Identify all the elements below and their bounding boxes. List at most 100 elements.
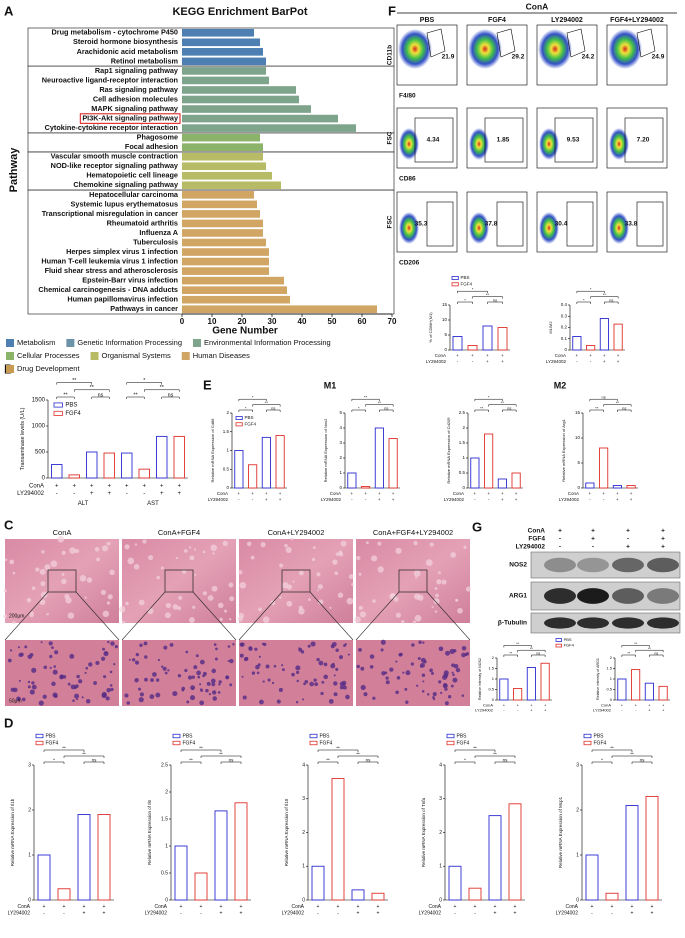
- nucleus: [389, 667, 394, 672]
- nucleus: [126, 701, 131, 705]
- flow-density: [539, 212, 559, 244]
- significance-label: **: [616, 400, 620, 405]
- nucleus: [291, 672, 295, 677]
- nucleus: [213, 643, 217, 647]
- nucleus: [107, 640, 110, 644]
- tissue-texture: [164, 612, 171, 619]
- condition-name: LY294002: [516, 544, 546, 551]
- condition-value: +: [474, 491, 477, 496]
- category-label: Chemical carcinogenesis - DNA adducts: [38, 285, 178, 294]
- condition-name: LY294002: [546, 359, 567, 364]
- condition-value: +: [471, 353, 474, 358]
- legend-swatch: [172, 740, 181, 746]
- nucleus: [31, 681, 35, 685]
- tissue-texture: [286, 600, 293, 607]
- significance-label: **: [610, 745, 614, 750]
- flow-density: [399, 128, 419, 160]
- nucleus: [432, 696, 435, 699]
- gate: [484, 117, 524, 163]
- tissue-texture: [61, 578, 67, 585]
- category-label: Phagosome: [137, 133, 178, 142]
- bar: [261, 436, 271, 489]
- zoom-line: [75, 591, 120, 641]
- tissue-texture: [202, 550, 206, 554]
- bar: [572, 336, 582, 351]
- tissue-texture: [119, 606, 126, 613]
- significance-label: **: [595, 405, 599, 410]
- nucleus: [152, 672, 157, 677]
- tissue-texture: [434, 587, 438, 591]
- bar: [182, 114, 338, 123]
- significance-bracket: [238, 398, 267, 402]
- significance-label: **: [219, 751, 223, 756]
- nucleus: [461, 694, 465, 697]
- category-label: Transcriptional misregulation in cancer: [42, 209, 178, 218]
- tissue-texture: [425, 559, 433, 566]
- significance-label: *: [464, 297, 466, 302]
- bar: [182, 257, 269, 266]
- condition-name: LY294002: [8, 910, 31, 916]
- y-axis-label: Relative intensity of ARG1: [596, 658, 600, 700]
- scale-bar-label: 200μm: [9, 613, 24, 619]
- bar: [613, 323, 623, 351]
- legend-label: PBS: [320, 733, 331, 739]
- condition-name: ConA: [528, 528, 546, 535]
- y-tick-label: 0: [302, 897, 305, 903]
- zoom-line: [4, 591, 49, 641]
- bar: [488, 815, 502, 901]
- bar: [467, 345, 478, 351]
- nucleus: [239, 653, 244, 658]
- nucleus: [417, 656, 421, 661]
- nucleus: [405, 670, 411, 676]
- legend-item: Drug Development: [6, 364, 80, 373]
- significance-label: **: [63, 392, 68, 398]
- nucleus: [205, 688, 209, 693]
- y-tick-label: 10: [442, 317, 448, 322]
- condition-value: -: [474, 497, 476, 502]
- condition-value: +: [351, 491, 354, 496]
- significance-bracket: [454, 761, 476, 764]
- nucleus: [369, 654, 375, 659]
- tissue-texture: [86, 577, 93, 583]
- legend-swatch: [451, 282, 459, 287]
- nucleus: [150, 678, 154, 682]
- nucleus: [114, 645, 118, 649]
- tissue-texture: [30, 611, 34, 615]
- tissue-texture: [121, 620, 125, 624]
- nucleus: [447, 695, 452, 699]
- category-label: Neuroactive ligand-receptor interaction: [42, 75, 178, 84]
- tissue-texture: [228, 582, 234, 588]
- condition-value: +: [630, 497, 633, 502]
- nucleus: [31, 667, 37, 673]
- tissue-texture: [465, 586, 471, 592]
- tissue-texture: [102, 610, 110, 618]
- nucleus: [281, 664, 284, 667]
- condition-value: +: [251, 491, 254, 496]
- condition-value: -: [63, 910, 65, 916]
- legend-label: FGF4: [594, 740, 607, 746]
- nucleus: [259, 699, 264, 705]
- significance-label: ns: [609, 297, 613, 302]
- condition-value: -: [43, 910, 45, 916]
- significance-bracket: [474, 409, 489, 412]
- bar: [331, 778, 345, 901]
- nucleus: [256, 671, 260, 675]
- y-tick-label: 500: [35, 450, 46, 456]
- significance-bracket: [621, 654, 636, 657]
- y-axis-label: Relative mRNA Expression of Il10: [284, 798, 289, 866]
- nucleus: [385, 676, 389, 680]
- condition-value: -: [559, 536, 561, 543]
- nucleus: [211, 668, 217, 674]
- tissue-texture: [5, 558, 8, 562]
- significance-label: **: [486, 292, 490, 297]
- nucleus: [210, 678, 216, 684]
- tissue-texture: [12, 621, 16, 625]
- significance-label: ns: [98, 392, 104, 398]
- blot-band: [544, 617, 576, 629]
- nucleus: [404, 687, 408, 691]
- significance-bracket: [457, 290, 488, 294]
- condition-name: ConA: [453, 491, 464, 496]
- nucleus: [452, 673, 455, 677]
- nucleus: [74, 693, 80, 699]
- tissue-texture: [429, 542, 434, 547]
